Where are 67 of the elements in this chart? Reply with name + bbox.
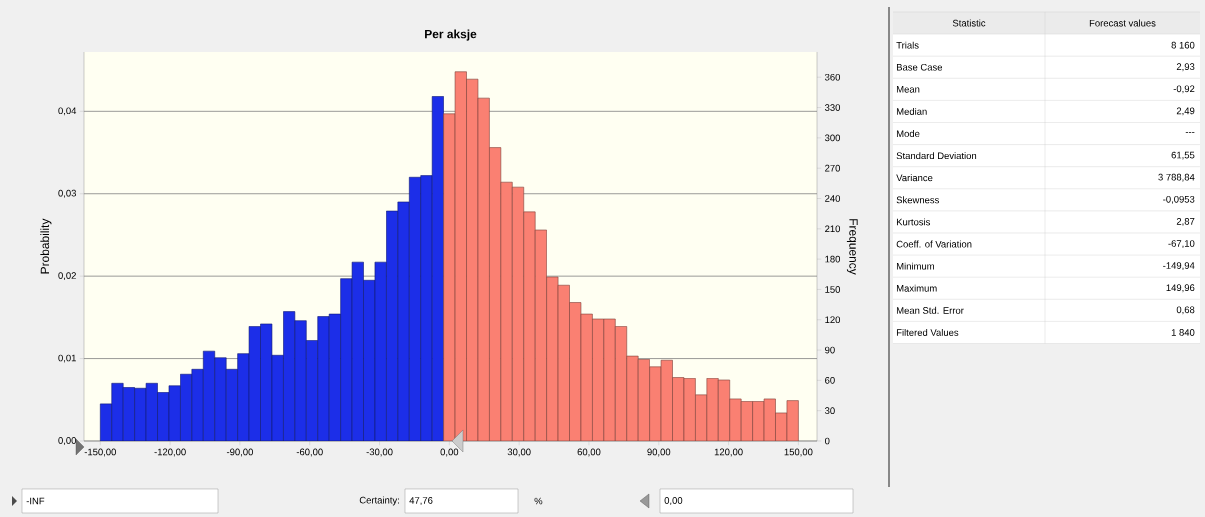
text: Median [896, 107, 927, 115]
text: -67,10 [1168, 240, 1195, 248]
x-tick-label: 30,00 [507, 448, 531, 457]
y2-tick-label: 120 [825, 316, 841, 324]
text: Maximum [896, 284, 937, 292]
x-tick-label: 60,00 [577, 448, 601, 457]
y2-tick-label: 150 [825, 286, 841, 293]
y2-tick-label: 60 [825, 377, 835, 384]
y2-tick-label: 360 [824, 73, 841, 81]
y2-tick-label: 300 [824, 134, 841, 142]
y-tick-label: 0,03 [58, 189, 76, 198]
y2-tick-label: 240 [825, 195, 841, 202]
y2-tick-label: 90 [825, 346, 835, 354]
y2-tick-label: 0 [824, 437, 830, 445]
text: Standard Deviation [896, 152, 977, 160]
text: Coeff. of Variation [896, 240, 972, 248]
text: 0,68 [1176, 306, 1195, 315]
chart-title: Per aksje [425, 29, 477, 41]
text: Skewness [896, 196, 939, 204]
x-tick-label: -150,00 [84, 448, 116, 457]
x-tick-label: 120,00 [714, 448, 743, 457]
text: Kurtosis [896, 218, 931, 226]
x-tick-label: 90,00 [647, 448, 671, 457]
text: -0,0953 [1163, 195, 1195, 204]
text: Forecast values [1089, 19, 1156, 27]
y2-tick-label: 330 [824, 104, 841, 111]
text: Variance [896, 174, 933, 182]
y-tick-label: 0,00 [58, 437, 77, 445]
text: Statistic [952, 19, 986, 27]
text: 2,93 [1176, 63, 1195, 72]
text: 61,55 [1171, 151, 1195, 160]
x-tick-label: 0,00 [440, 448, 459, 457]
text: 0,00 [664, 497, 683, 505]
text: Base Case [896, 63, 943, 71]
y2-tick-label: 30 [824, 407, 835, 415]
text: --- [1185, 132, 1195, 133]
text: Certainty: [359, 496, 399, 506]
text: Mode [896, 130, 920, 138]
text: Filtered Values [896, 328, 959, 336]
y-tick-label: 0,01 [58, 354, 76, 363]
x-tick-label: -30,00 [366, 448, 393, 457]
y-axis-title: Probability [40, 218, 52, 274]
text: 2,87 [1176, 218, 1195, 226]
text: 8 160 [1171, 41, 1195, 49]
text: -INF [26, 497, 45, 505]
y-tick-label: 0,02 [58, 272, 76, 281]
text: Minimum [896, 262, 934, 270]
y2-tick-label: 180 [825, 255, 841, 263]
y2-tick-label: 270 [825, 164, 841, 172]
x-tick-label: 150,00 [784, 448, 813, 457]
text: % [534, 497, 543, 505]
text: 1 840 [1171, 329, 1195, 336]
text: 149,96 [1166, 284, 1195, 293]
text: Mean [896, 86, 920, 93]
y2-tick-label: 210 [825, 225, 841, 233]
text: 2,49 [1176, 107, 1195, 116]
y2-axis-title: Frequency [846, 219, 858, 275]
text: 47,76 [409, 497, 433, 505]
text: -0,92 [1173, 85, 1195, 94]
x-tick-label: -90,00 [226, 448, 253, 457]
x-tick-label: -60,00 [296, 448, 323, 457]
x-tick-label: -120,00 [154, 448, 186, 457]
text: 3 788,84 [1158, 173, 1195, 182]
text: -149,94 [1163, 262, 1195, 271]
text: Mean Std. Error [896, 306, 964, 314]
text: Trials [896, 41, 919, 49]
y-tick-label: 0,04 [58, 107, 77, 116]
